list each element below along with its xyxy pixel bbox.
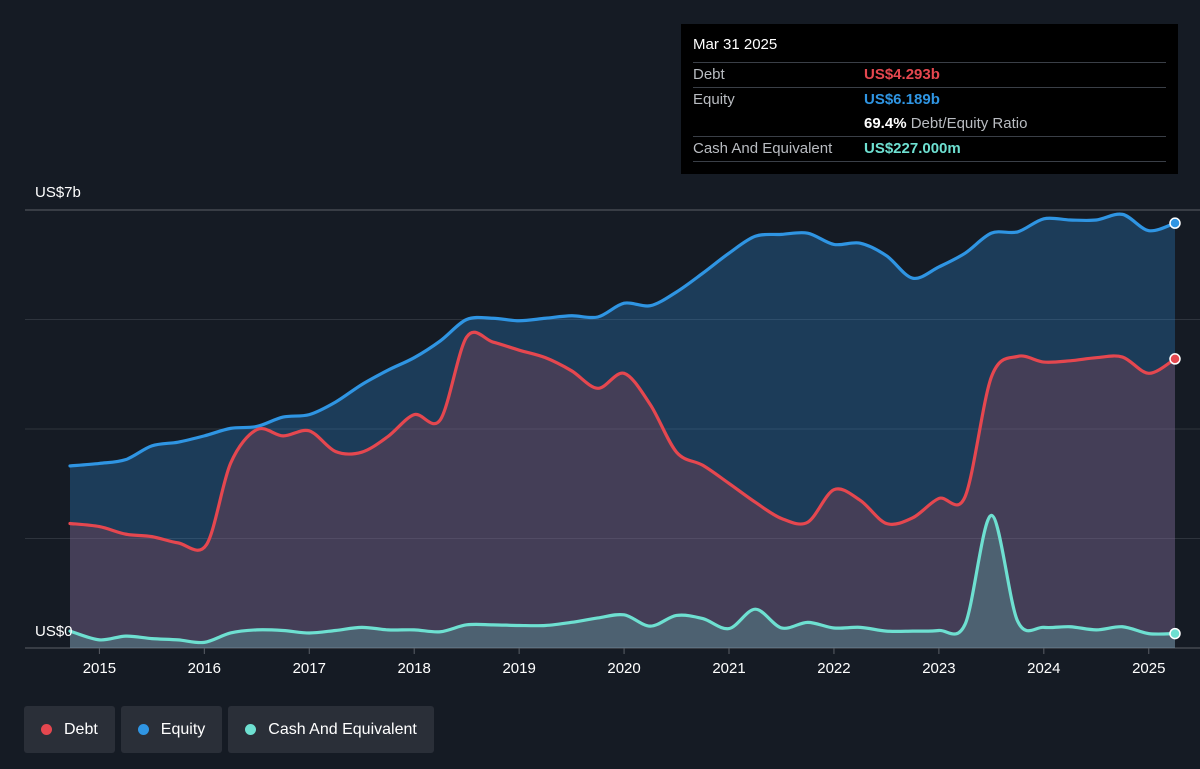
debt-line (68, 330, 1177, 552)
series-lines (68, 212, 1177, 645)
tooltip-cash-value: US$227.000m (864, 140, 961, 157)
y-axis-bottom-label: US$0 (35, 623, 73, 640)
tooltip-date: Mar 31 2025 (693, 36, 778, 53)
equity-line (68, 212, 1177, 468)
x-tick-label: 2018 (398, 660, 431, 677)
x-tick-label: 2020 (607, 660, 640, 677)
x-tick-label: 2022 (817, 660, 850, 677)
legend: Debt Equity Cash And Equivalent (24, 706, 434, 753)
equity-dot-icon (137, 724, 149, 735)
tooltip-debt-label: Debt (693, 66, 725, 83)
x-tick-label: 2024 (1027, 660, 1060, 677)
x-tick-label: 2023 (922, 660, 955, 677)
grid-lines (25, 209, 1200, 649)
debt-end-marker (1169, 353, 1181, 365)
legend-item-equity[interactable]: Equity (120, 706, 223, 753)
equity-end-marker (1169, 217, 1181, 229)
data-tooltip: Mar 31 2025 Debt US$4.293b Equity US$6.1… (681, 24, 1178, 174)
cash-and-equivalent-area (70, 515, 1175, 648)
tooltip-ratio-label: Debt/Equity Ratio (910, 115, 1028, 132)
tooltip-ratio-value: 69.4% (864, 115, 907, 132)
tooltip-row-debt: Debt US$4.293b (693, 62, 1166, 87)
cash-dot-icon (245, 724, 257, 735)
x-axis-ticks: 2015 2016 2017 2018 2019 2020 2021 2022 2023 2024… (83, 648, 1165, 677)
x-tick-label: 2017 (293, 660, 326, 677)
tooltip-cash-label: Cash And Equivalent (693, 140, 833, 157)
tooltip-row-ratio: 69.4% Debt/Equity Ratio (693, 112, 1166, 136)
tooltip-equity-label: Equity (693, 91, 735, 108)
x-tick-label: 2025 (1132, 660, 1165, 677)
legend-item-cash[interactable]: Cash And Equivalent (228, 706, 434, 753)
x-tick-label: 2015 (83, 660, 116, 677)
debt-area (70, 332, 1175, 648)
x-tick-label: 2021 (712, 660, 745, 677)
debt-dot-icon (41, 724, 52, 735)
x-tick-label: 2016 (188, 660, 221, 677)
cash-and-equivalent-line (68, 513, 1177, 645)
y-axis-top-label: US$7b (35, 184, 81, 201)
cash-and-equivalent-end-marker (1169, 627, 1181, 640)
tooltip-equity-value: US$6.189b (864, 91, 940, 108)
legend-debt-label: Debt (64, 720, 98, 738)
x-tick-label: 2019 (502, 660, 535, 677)
tooltip-row-equity: Equity US$6.189b (693, 87, 1166, 112)
series-areas (70, 214, 1175, 648)
legend-item-debt[interactable]: Debt (24, 706, 115, 753)
legend-cash-label: Cash And Equivalent (268, 720, 417, 738)
legend-equity-label: Equity (160, 720, 206, 738)
series-end-markers (1169, 217, 1181, 640)
equity-area (70, 214, 1175, 648)
tooltip-debt-value: US$4.293b (864, 66, 940, 83)
tooltip-row-cash: Cash And Equivalent US$227.000m (693, 136, 1166, 162)
